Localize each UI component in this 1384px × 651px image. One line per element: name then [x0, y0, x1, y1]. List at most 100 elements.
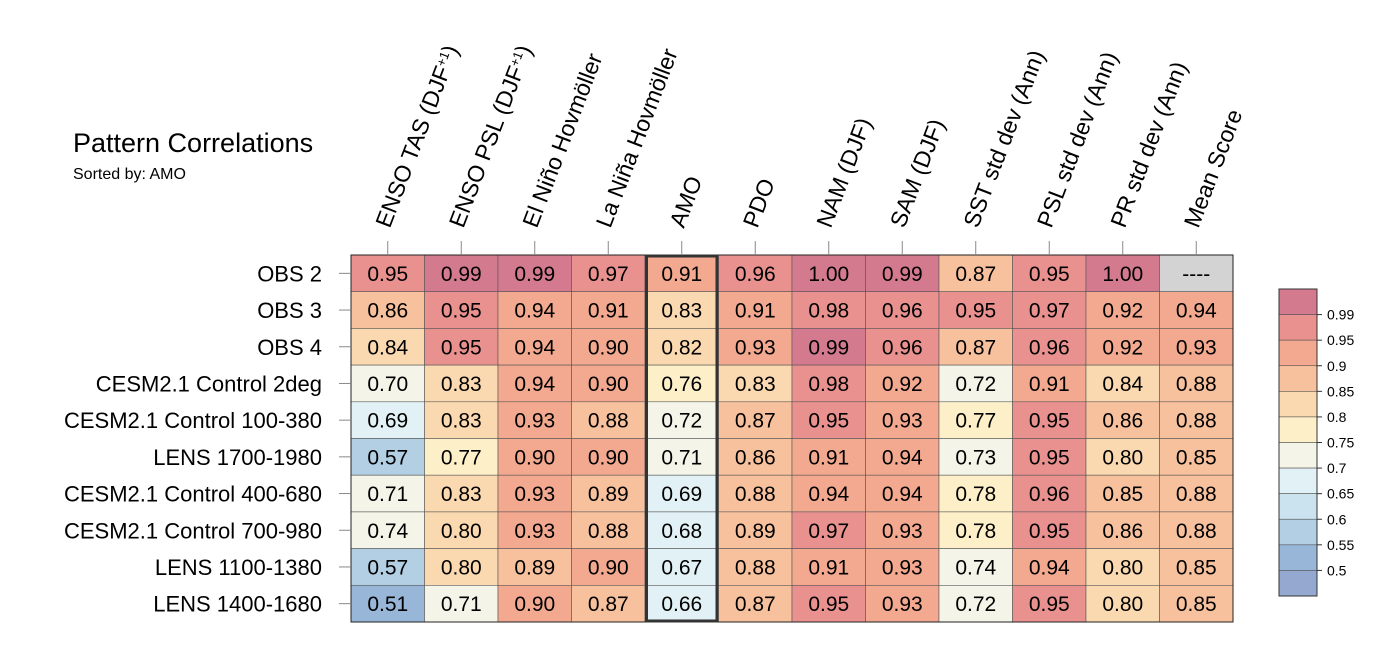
column-header-label: SAM (DJF) — [885, 115, 950, 230]
colorbar-tick-label: 0.55 — [1327, 537, 1354, 553]
heatmap-cell — [1012, 328, 1087, 366]
row-label: CESM2.1 Control 2deg — [96, 371, 322, 396]
colorbar-swatch — [1278, 391, 1318, 418]
cell-value-label: 0.93 — [882, 410, 923, 433]
heatmap-cell — [1085, 548, 1160, 586]
colorbar: 0.99 0.95 0.9 0.85 0.8 0.75 0.7 0.65 0.6 0.55 0.5 — [1278, 288, 1354, 597]
heatmap-cell — [1159, 511, 1234, 549]
colorbar-tick-label: 0.75 — [1327, 435, 1354, 451]
colorbar-tick-label: 0.5 — [1327, 562, 1347, 578]
heatmap-cell — [644, 438, 719, 476]
cell-value-label: 1.00 — [808, 263, 849, 286]
column-header-label: La Niña Hovmöller — [591, 45, 683, 231]
cell-value-label: 0.83 — [441, 483, 482, 506]
colorbar-swatch — [1278, 442, 1318, 469]
cell-value-label: 0.84 — [1102, 373, 1143, 396]
heatmap-cell — [865, 474, 940, 513]
heatmap-cell — [1159, 438, 1234, 476]
cell-value-label: 0.88 — [735, 483, 776, 506]
cell-value-label: 0.92 — [1102, 336, 1143, 359]
colorbar-swatch — [1278, 570, 1318, 597]
cell-value-label: 0.91 — [808, 446, 849, 469]
cell-value-label: 0.96 — [735, 263, 776, 286]
cell-value-label: 0.89 — [735, 520, 776, 543]
cell-value-label: ---- — [1182, 263, 1210, 286]
column-header-label: AMO — [664, 173, 707, 231]
cell-value-label: 0.80 — [441, 520, 482, 543]
heatmap-cell — [938, 511, 1013, 549]
cell-value-label: 0.83 — [441, 410, 482, 433]
colorbar-swatch — [1278, 544, 1318, 571]
heatmap-cell — [644, 548, 719, 586]
heatmap-cell — [1159, 401, 1234, 439]
colorbar-swatch — [1278, 339, 1318, 367]
heatmap-cell — [1085, 291, 1160, 329]
cell-value-label: 0.94 — [1029, 556, 1070, 579]
heatmap-cell — [497, 548, 572, 586]
heatmap-cell — [1159, 291, 1234, 329]
cell-value-label: 0.98 — [808, 300, 849, 323]
cell-value-label: 0.93 — [882, 520, 923, 543]
cell-value-label: 0.93 — [735, 336, 776, 359]
heatmap-cell — [571, 328, 646, 366]
cell-value-label: 0.85 — [1102, 483, 1143, 506]
colorbar-tick-label: 0.65 — [1327, 486, 1354, 502]
heatmap-frame — [350, 254, 1234, 623]
colorbar-tick-label: 0.8 — [1327, 409, 1347, 425]
heatmap-cell — [1085, 511, 1160, 549]
cell-value-label: 0.88 — [1176, 373, 1217, 396]
colorbar-swatch — [1278, 416, 1318, 443]
cell-value-label: 0.83 — [441, 373, 482, 396]
heatmap-cell — [571, 511, 646, 549]
column-header-label: ENSO TAS (DJF+1) — [370, 41, 463, 230]
heatmap-cell — [865, 401, 940, 439]
cell-value-label: 0.86 — [367, 300, 408, 323]
cell-value-label: 0.95 — [1029, 593, 1070, 616]
cell-value-label: 0.91 — [588, 300, 629, 323]
heatmap-cell — [865, 438, 940, 476]
cell-value-label: 0.87 — [588, 593, 629, 616]
cell-value-label: 0.95 — [808, 593, 849, 616]
heatmap-cell — [718, 548, 793, 586]
colorbar-tick-label: 0.7 — [1327, 460, 1347, 476]
chart-subtitle: Sorted by: AMO — [73, 166, 186, 183]
cell-value-label: 0.85 — [1176, 446, 1217, 469]
heatmap-cell — [1012, 438, 1087, 476]
heatmap-cell — [424, 438, 499, 476]
heatmap-cell — [1085, 254, 1160, 293]
heatmap-cell — [350, 254, 425, 293]
cell-value-label: 0.88 — [1176, 520, 1217, 543]
column-header-label: NAM (DJF) — [811, 114, 876, 231]
colorbar-swatch — [1278, 518, 1318, 546]
heatmap-cell — [497, 291, 572, 329]
cell-value-label: 0.82 — [661, 336, 702, 359]
cell-value-label: 0.83 — [661, 300, 702, 323]
heatmap-cell — [350, 474, 425, 513]
heatmap-cell — [350, 364, 425, 403]
heatmap-cell — [571, 291, 646, 329]
chart-title: Pattern Correlations — [73, 128, 314, 158]
colorbar-swatch — [1278, 365, 1318, 392]
heatmap-cell — [571, 438, 646, 476]
cell-value-label: 0.69 — [661, 483, 702, 506]
cell-value-label: 0.85 — [1176, 593, 1217, 616]
heatmap-cell — [497, 584, 572, 623]
heatmap-cell — [571, 401, 646, 439]
heatmap-cell — [1085, 474, 1160, 513]
cell-value-label: 0.90 — [514, 593, 555, 616]
cell-value-label: 1.00 — [1102, 263, 1143, 286]
cell-value-label: 0.74 — [367, 520, 408, 543]
cell-value-label: 0.86 — [735, 446, 776, 469]
cell-value-label: 0.96 — [1029, 336, 1070, 359]
cell-value-label: 0.93 — [514, 483, 555, 506]
cell-value-label: 0.78 — [955, 520, 996, 543]
cell-value-label: 0.97 — [808, 520, 849, 543]
heatmap-cell — [497, 328, 572, 366]
cell-value-label: 0.76 — [661, 373, 702, 396]
cell-value-label: 0.87 — [735, 410, 776, 433]
cell-value-label: 0.67 — [661, 556, 702, 579]
heatmap-cell — [1159, 548, 1234, 586]
heatmap-cell — [1012, 474, 1087, 513]
cell-value-label: 0.90 — [588, 446, 629, 469]
cell-value-label: 0.93 — [882, 593, 923, 616]
